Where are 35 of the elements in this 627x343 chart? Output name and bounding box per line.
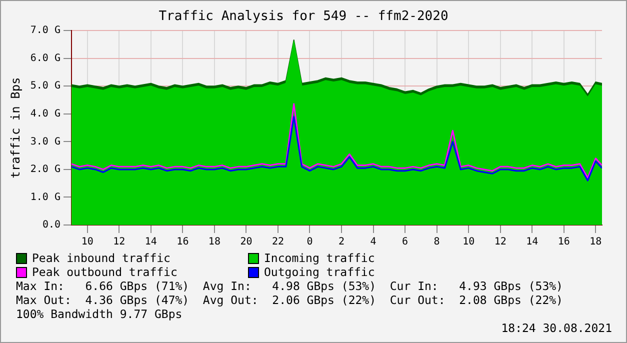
- y-tick-label: 3.0 G: [30, 136, 61, 148]
- x-tick-label: 22: [272, 236, 284, 248]
- x-tick-label: 16: [558, 236, 570, 248]
- text: 18:24 30.08.2021: [500, 321, 613, 335]
- y-tick-label: 0.0: [42, 220, 61, 231]
- text: 100% Bandwidth 9.77 GBps: [16, 307, 184, 321]
- y-tick-label: 1.0 G: [30, 192, 61, 203]
- x-tick-label: 12: [494, 236, 506, 248]
- y-tick-label: 2.0 G: [30, 164, 61, 176]
- x-tick-label: 8: [434, 236, 440, 248]
- chart-title: Traffic Analysis for 549 -- ffm2-2020: [158, 9, 448, 24]
- y-tick-label: 7.0 G: [30, 25, 61, 36]
- y-tick-label: 6.0 G: [30, 52, 61, 64]
- text: Max Out: 4.36 GBps (47%) Avg Out: 2.06 GBps (22%) Cur Out: 2.08 GBps (22%): [16, 293, 564, 307]
- x-tick-label: 10: [462, 236, 475, 248]
- x-tick-label: 16: [176, 236, 189, 248]
- x-tick-label: 10: [81, 236, 94, 248]
- legend-label: Peak inbound traffic: [32, 251, 170, 265]
- y-tick-label: 4.0 G: [30, 108, 61, 120]
- legend-label: Outgoing traffic: [264, 265, 375, 279]
- x-tick-label: 14: [526, 236, 538, 248]
- x-tick-label: 2: [338, 236, 345, 248]
- x-tick-label: 14: [144, 236, 157, 248]
- y-axis-title: traffic in Bps: [8, 77, 22, 178]
- y-tick-label: 5.0 G: [30, 80, 61, 92]
- x-tick-label: 12: [113, 236, 126, 248]
- x-tick-label: 4: [370, 236, 376, 248]
- x-tick-label: 18: [590, 236, 602, 248]
- x-tick-label: 18: [208, 236, 220, 248]
- x-tick-label: 0: [306, 236, 313, 248]
- x-tick-label: 6: [402, 236, 408, 248]
- text: Max In: 6.66 GBps (71%) Avg In: 4.98 GBps (53%) Cur In: 4.93 GBps (53%): [16, 279, 564, 293]
- text: Incoming traffic: [264, 251, 375, 265]
- x-tick-label: 20: [240, 236, 252, 248]
- legend-label: Peak outbound traffic: [32, 265, 178, 279]
